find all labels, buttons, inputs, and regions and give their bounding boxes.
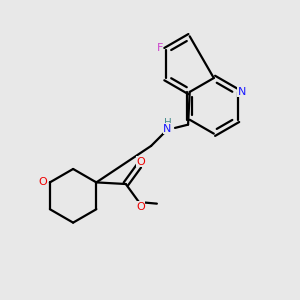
Text: N: N [238,87,246,97]
Text: O: O [136,202,145,212]
Text: O: O [38,177,47,188]
Text: F: F [157,43,163,52]
Text: N: N [163,124,172,134]
Text: O: O [136,157,145,167]
Text: H: H [164,118,171,128]
